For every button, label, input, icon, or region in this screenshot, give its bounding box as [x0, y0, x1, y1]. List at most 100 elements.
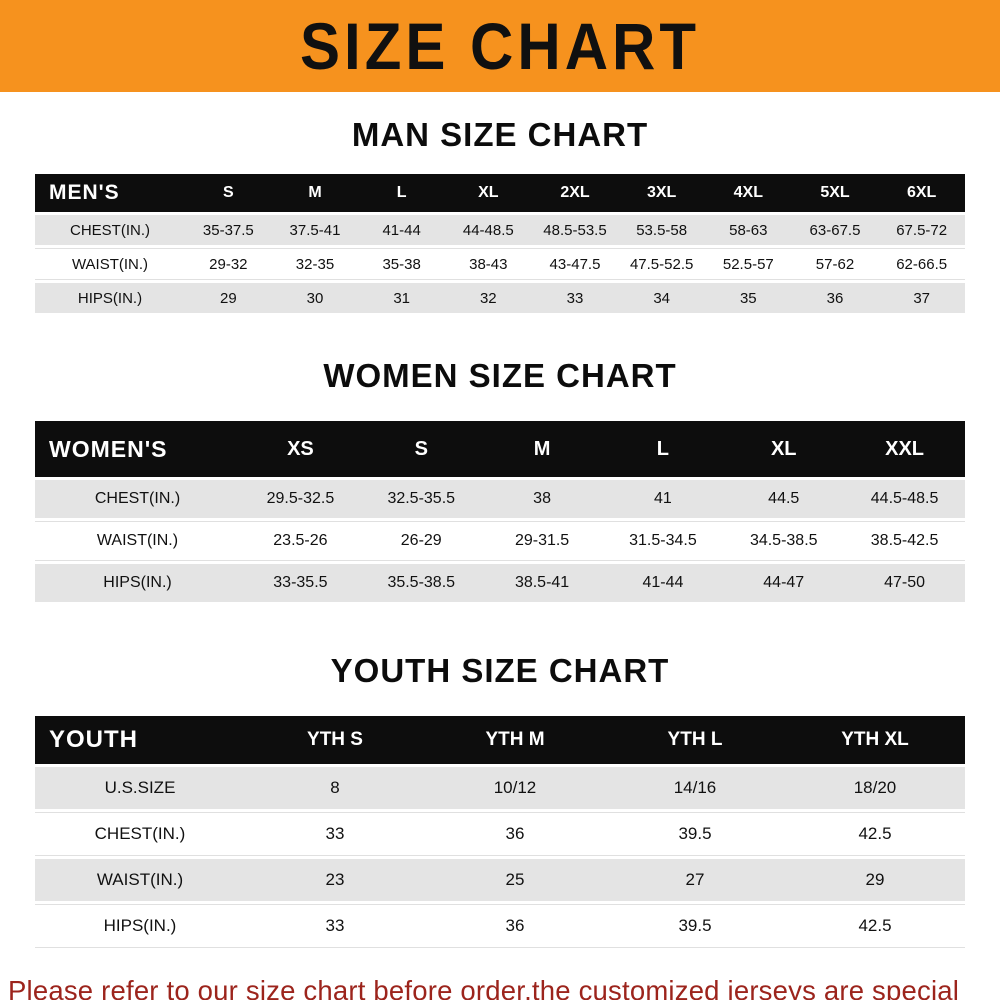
size-value: 67.5-72 — [896, 221, 948, 239]
col-header: 2XL — [560, 184, 590, 201]
size-value: 33 — [325, 824, 345, 843]
row-label: U.S.SIZE — [104, 778, 176, 797]
size-value: 32.5-35.5 — [387, 490, 456, 507]
youth-hips-row: HIPS(IN.) 33 36 39.5 42.5 — [35, 904, 965, 948]
men-corner-label: MEN'S — [49, 181, 120, 204]
women-table-header: WOMEN'S XS S M L XL XXL — [35, 421, 965, 477]
size-value: 14/16 — [673, 778, 717, 797]
col-header: L — [396, 184, 407, 201]
youth-ussize-row: U.S.SIZE 8 10/12 14/16 18/20 — [35, 767, 965, 809]
men-size-table: MEN'S S M L XL 2XL 3XL 4XL 5XL 6XL CHEST… — [35, 174, 965, 313]
youth-waist-row: WAIST(IN.) 23 25 27 29 — [35, 859, 965, 901]
size-value: 18/20 — [853, 778, 897, 797]
row-label: WAIST(IN.) — [96, 532, 179, 549]
size-value: 42.5 — [858, 824, 892, 843]
size-value: 37.5-41 — [289, 221, 341, 239]
row-label: CHEST(IN.) — [94, 824, 186, 843]
col-header: YTH M — [485, 729, 545, 750]
size-value: 41-44 — [642, 574, 684, 591]
col-header: 5XL — [820, 184, 850, 201]
size-value: 37 — [913, 289, 930, 307]
col-header: 6XL — [906, 184, 937, 201]
size-value: 41-44 — [382, 221, 421, 239]
women-waist-row: WAIST(IN.) 23.5-26 26-29 29-31.5 31.5-34… — [35, 521, 965, 561]
size-value: 52.5-57 — [722, 255, 774, 273]
size-value: 39.5 — [678, 916, 712, 935]
size-value: 31.5-34.5 — [629, 532, 697, 549]
size-value: 30 — [306, 289, 324, 307]
page-title: SIZE CHART — [300, 9, 700, 83]
women-chest-row: CHEST(IN.) 29.5-32.5 32.5-35.5 38 41 44.… — [35, 480, 965, 518]
size-value: 35.5-38.5 — [387, 574, 456, 591]
size-value: 44-47 — [763, 574, 805, 591]
col-header: 3XL — [646, 184, 677, 201]
men-section-title: MAN SIZE CHART — [351, 116, 649, 153]
col-header: XL — [770, 437, 797, 460]
size-value: 23.5-26 — [273, 532, 328, 549]
size-value: 34.5-38.5 — [749, 532, 818, 549]
women-size-table: WOMEN'S XS S M L XL XXL CHEST(IN.) 29.5-… — [35, 421, 965, 602]
col-header: L — [656, 437, 670, 460]
men-chest-row: CHEST(IN.) 35-37.5 37.5-41 41-44 44-48.5… — [35, 215, 965, 245]
men-hips-row: HIPS(IN.) 29 30 31 32 33 34 35 36 37 — [35, 283, 965, 313]
size-value: 38.5-41 — [514, 574, 570, 591]
footer-line-1: Please refer to our size chart before or… — [8, 975, 960, 1000]
col-header: YTH L — [667, 729, 723, 750]
size-value: 32 — [479, 289, 497, 307]
size-value: 25 — [505, 870, 525, 889]
youth-table-header: YOUTH YTH S YTH M YTH L YTH XL — [35, 716, 965, 764]
col-header: XXL — [885, 437, 925, 460]
size-value: 33 — [566, 289, 584, 307]
youth-size-table: YOUTH YTH S YTH M YTH L YTH XL U.S.SIZE … — [35, 716, 965, 948]
youth-section-title: YOUTH SIZE CHART — [330, 652, 670, 689]
size-value: 35 — [739, 289, 757, 307]
row-label: WAIST(IN.) — [96, 870, 184, 889]
col-header: M — [308, 184, 322, 201]
size-value: 26-29 — [400, 532, 442, 549]
size-value: 62-66.5 — [896, 255, 948, 273]
row-label: HIPS(IN.) — [103, 916, 177, 935]
col-header: M — [533, 437, 551, 460]
size-value: 43-47.5 — [549, 255, 601, 273]
row-label: HIPS(IN.) — [77, 289, 143, 307]
size-value: 8 — [330, 778, 340, 797]
size-value: 53.5-58 — [636, 221, 688, 239]
size-value: 32-35 — [295, 255, 335, 273]
size-value: 35-37.5 — [202, 221, 254, 239]
women-section-title: WOMEN SIZE CHART — [323, 357, 677, 394]
col-header: YTH S — [307, 729, 363, 750]
size-value: 36 — [505, 824, 525, 843]
size-value: 33 — [325, 916, 345, 935]
size-value: 29 — [219, 289, 237, 307]
row-label: HIPS(IN.) — [103, 574, 172, 591]
row-label: CHEST(IN.) — [70, 221, 150, 239]
size-value: 34 — [653, 289, 670, 307]
size-value: 29.5-32.5 — [266, 490, 335, 507]
banner: SIZE CHART — [0, 0, 1000, 92]
col-header: XS — [287, 437, 314, 460]
men-waist-row: WAIST(IN.) 29-32 32-35 35-38 38-43 43-47… — [35, 248, 965, 280]
size-value: 47.5-52.5 — [629, 255, 694, 273]
size-value: 44-48.5 — [462, 221, 514, 239]
size-value: 33-35.5 — [273, 574, 328, 591]
size-value: 29-32 — [209, 255, 248, 273]
size-value: 58-63 — [729, 221, 768, 239]
size-value: 44.5 — [768, 490, 800, 507]
youth-corner-label: YOUTH — [49, 726, 138, 753]
row-label: CHEST(IN.) — [94, 490, 181, 507]
men-table-header: MEN'S S M L XL 2XL 3XL 4XL 5XL 6XL — [35, 174, 965, 212]
size-value: 29 — [865, 870, 885, 889]
size-value: 36 — [826, 289, 844, 307]
size-value: 41 — [654, 490, 672, 507]
size-value: 36 — [505, 916, 525, 935]
size-value: 35-38 — [382, 255, 421, 273]
col-header: 4XL — [733, 184, 763, 201]
col-header: XL — [478, 184, 499, 201]
size-value: 29-31.5 — [514, 532, 570, 549]
size-value: 57-62 — [815, 255, 855, 273]
footer-note: Please refer to our size chart before or… — [0, 972, 1000, 1000]
size-value: 47-50 — [884, 574, 926, 591]
women-hips-row: HIPS(IN.) 33-35.5 35.5-38.5 38.5-41 41-4… — [35, 564, 965, 602]
row-label: WAIST(IN.) — [71, 255, 149, 273]
